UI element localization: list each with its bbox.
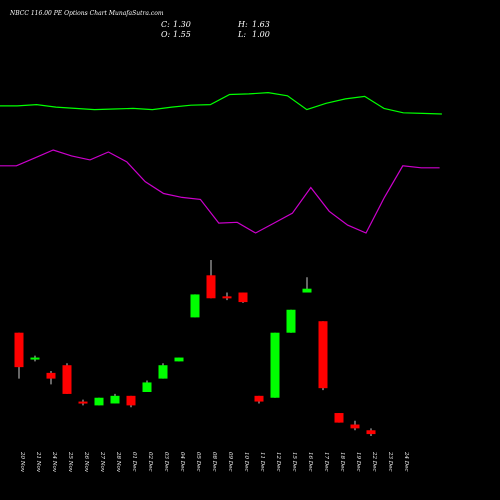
x-tick-label: 01 Dec xyxy=(131,452,137,472)
x-tick-label: 21 Nov xyxy=(35,451,41,473)
x-tick-label: 25 Nov xyxy=(67,451,73,473)
x-tick-label: 03 Dec xyxy=(163,452,169,472)
candle-down xyxy=(222,296,232,299)
x-tick-label: 20 Nov xyxy=(19,451,25,473)
x-tick-label: 26 Nov xyxy=(83,451,89,473)
candle-up xyxy=(270,332,280,398)
x-tick-label: 28 Nov xyxy=(115,451,121,473)
open-value: 1.55 xyxy=(173,30,191,39)
candle-down xyxy=(366,430,376,435)
candle-up xyxy=(110,395,120,404)
x-tick-label: 16 Dec xyxy=(307,452,313,472)
x-tick-label: 08 Dec xyxy=(211,452,217,472)
x-tick-label: 10 Dec xyxy=(243,452,249,472)
x-tick-label: 22 Dec xyxy=(371,451,377,472)
x-tick-label: 05 Dec xyxy=(195,452,201,472)
x-tick-label: 12 Dec xyxy=(275,452,281,472)
candle-up xyxy=(174,357,184,362)
candle-up xyxy=(94,397,104,406)
candle-up xyxy=(286,309,296,333)
x-tick-label: 19 Dec xyxy=(355,452,361,472)
x-tick-label: 24 Nov xyxy=(51,451,57,473)
candle-down xyxy=(46,372,56,379)
x-tick-label: 23 Dec xyxy=(387,451,393,472)
x-tick-label: 27 Nov xyxy=(99,451,105,473)
candle-down xyxy=(206,275,216,299)
candle-down xyxy=(238,292,248,303)
overlay-lines xyxy=(0,91,442,234)
candle-down xyxy=(14,332,24,368)
chart-title: NBCC 116.00 PE Options Chart MunafaSutra… xyxy=(9,10,164,17)
candle-up xyxy=(302,288,312,293)
candle-up xyxy=(158,365,168,379)
low-value: 1.00 xyxy=(252,30,270,39)
x-tick-label: 02 Dec xyxy=(147,452,153,472)
candle-down xyxy=(334,413,344,423)
candle-down xyxy=(78,401,88,404)
x-tick-label: 24 Dec xyxy=(403,451,409,472)
candle-down xyxy=(126,395,136,406)
high-label: H: xyxy=(237,20,248,29)
close-value: 1.30 xyxy=(173,20,191,29)
x-axis-ticks: 20 Nov 21 Nov 24 Nov 25 Nov 26 Nov 27 Nov 28 N… xyxy=(19,451,409,473)
high-value: 1.63 xyxy=(252,20,270,29)
x-tick-label: 17 Dec xyxy=(323,452,329,472)
x-tick-label: 11 Dec xyxy=(259,452,265,472)
candle-up xyxy=(30,357,40,360)
candle-down xyxy=(318,321,328,389)
volume-line xyxy=(0,149,440,234)
candle-down xyxy=(62,365,72,394)
ohlc-readout: C: 1.30 H: 1.63 O: 1.55 L: 1.00 xyxy=(161,20,270,39)
x-tick-label: 18 Dec xyxy=(339,452,345,472)
x-tick-label: 04 Dec xyxy=(179,452,185,472)
open-label: O: xyxy=(161,30,171,39)
candles xyxy=(14,260,376,436)
x-tick-label: 15 Dec xyxy=(291,452,297,472)
price-line xyxy=(0,91,442,115)
close-label: C: xyxy=(161,20,170,29)
candle-down xyxy=(350,424,360,429)
low-label: L: xyxy=(237,30,246,39)
candle-down xyxy=(254,395,264,402)
candle-up xyxy=(190,294,200,318)
x-tick-label: 09 Dec xyxy=(227,452,233,472)
candle-up xyxy=(142,382,152,392)
